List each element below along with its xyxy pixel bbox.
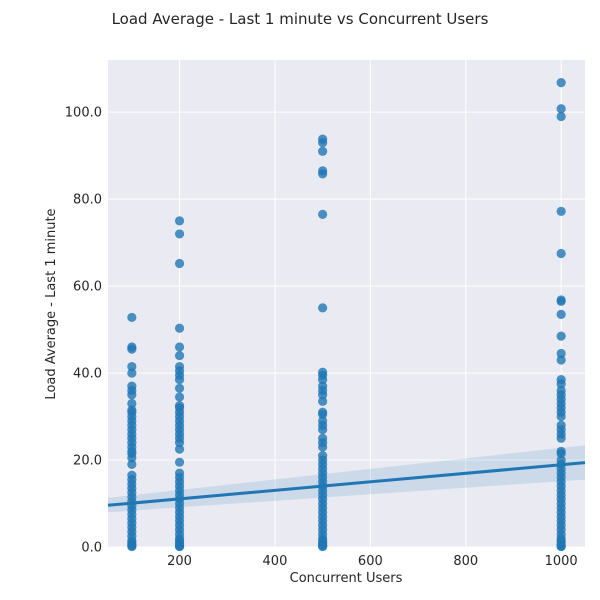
- data-point: [318, 209, 328, 219]
- data-point: [174, 438, 185, 448]
- data-point: [174, 342, 185, 352]
- y-tick-label: 20.0: [73, 454, 102, 469]
- data-point: [174, 323, 185, 333]
- data-points: [127, 78, 566, 552]
- data-point: [556, 379, 566, 389]
- data-point: [174, 392, 185, 402]
- data-point: [174, 229, 185, 239]
- data-point: [174, 444, 185, 454]
- data-point: [127, 453, 137, 463]
- data-point: [556, 104, 566, 114]
- data-point: [127, 368, 137, 378]
- regression-line: [107, 461, 586, 507]
- data-point: [556, 433, 566, 443]
- data-point: [318, 138, 328, 148]
- y-tick-label: 100.0: [65, 106, 102, 121]
- y-tick-label: 0.0: [81, 541, 102, 556]
- x-tick-label: 200: [167, 554, 192, 569]
- data-point: [318, 374, 328, 385]
- data-point: [318, 146, 328, 156]
- regression-line-group: [107, 461, 586, 507]
- x-tick-label: 1000: [545, 554, 578, 569]
- data-point: [318, 541, 328, 552]
- x-tick-labels: 200 400 600 800 1000: [167, 554, 578, 569]
- data-point: [127, 312, 137, 323]
- data-point: [174, 351, 185, 361]
- data-point: [127, 459, 137, 469]
- data-point: [318, 169, 328, 179]
- data-point: [174, 374, 185, 385]
- data-point: [174, 258, 185, 269]
- data-point: [556, 448, 566, 459]
- data-point: [556, 111, 566, 122]
- data-point: [318, 396, 328, 406]
- data-point: [174, 216, 185, 226]
- data-point: [127, 390, 137, 400]
- y-tick-labels: 0.0 20.0 40.0 60.0 80.0 100.0: [65, 106, 102, 556]
- data-point: [556, 248, 566, 259]
- y-tick-label: 40.0: [73, 367, 102, 382]
- data-point: [318, 409, 328, 419]
- data-point: [127, 361, 137, 372]
- x-axis-label: Concurrent Users: [290, 571, 403, 586]
- data-point: [556, 309, 566, 319]
- data-point: [318, 303, 328, 313]
- plot-area: [108, 60, 585, 547]
- data-point: [174, 457, 185, 467]
- y-axis-label: Load Average - Last 1 minute: [44, 208, 59, 399]
- y-tick-label: 80.0: [73, 193, 102, 208]
- data-point: [556, 348, 566, 359]
- data-point: [556, 541, 566, 552]
- x-tick-label: 600: [358, 554, 383, 569]
- chart-title: Load Average - Last 1 minute vs Concurre…: [112, 10, 489, 28]
- data-point: [127, 344, 137, 354]
- x-tick-label: 400: [263, 554, 288, 569]
- data-point: [556, 296, 566, 306]
- data-point: [318, 442, 328, 452]
- data-point: [556, 331, 566, 341]
- data-point: [318, 424, 328, 435]
- data-point: [556, 355, 566, 365]
- data-point: [318, 390, 328, 400]
- data-point: [174, 383, 185, 393]
- data-point: [174, 541, 185, 552]
- data-point: [556, 78, 566, 88]
- data-point: [556, 206, 566, 216]
- data-point: [127, 398, 137, 409]
- grid-lines: [108, 60, 585, 548]
- y-tick-label: 60.0: [73, 280, 102, 295]
- x-tick-label: 800: [453, 554, 478, 569]
- data-point: [556, 411, 566, 422]
- data-point: [127, 541, 137, 552]
